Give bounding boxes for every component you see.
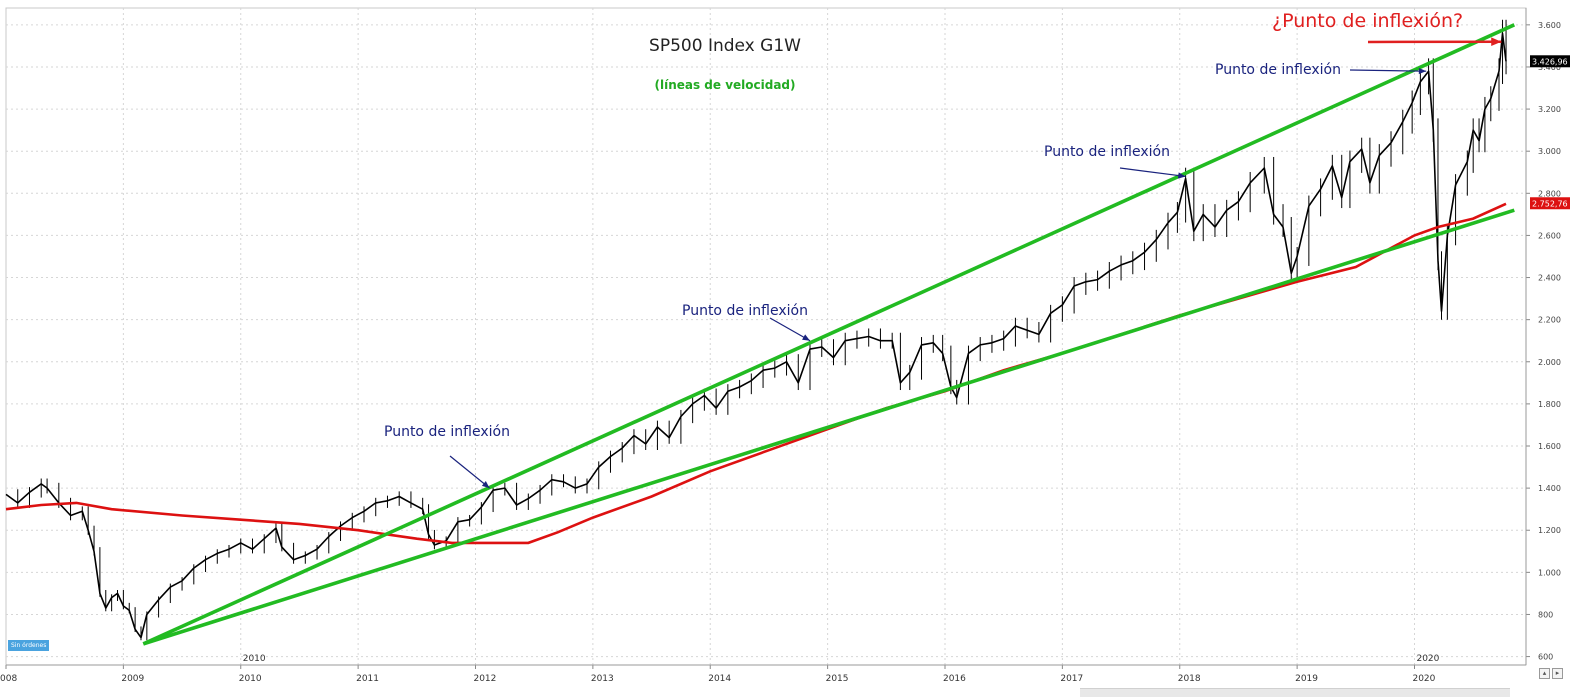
- y-tick-label: 600: [1538, 653, 1553, 662]
- speed-line-lower: [142, 208, 1515, 646]
- annotation-arrow: [769, 317, 811, 342]
- x-tick-label: 2014: [708, 674, 731, 684]
- y-tick-label: 3.600: [1538, 21, 1561, 30]
- annotation-inflexion-2014: Punto de inflexión: [682, 303, 808, 319]
- annotation-arrowhead: [1177, 172, 1186, 179]
- y-tick-label: 2.600: [1538, 231, 1561, 240]
- annotation-inflexion-2012: Punto de inflexión: [384, 424, 510, 440]
- annotation-question-inflexion: ¿Punto de inflexión?: [1272, 10, 1464, 32]
- moving-average-line: [5, 202, 1507, 545]
- y-tick-label: 3.000: [1538, 147, 1561, 156]
- y-tick-label: 800: [1538, 610, 1553, 619]
- scroll-right-icon[interactable]: ▸: [1552, 668, 1563, 679]
- annotation-arrow: [449, 455, 490, 489]
- y-tick-label: 1.600: [1538, 442, 1561, 451]
- annotation-arrowhead: [802, 334, 811, 341]
- x-period-label: 2020: [1416, 654, 1439, 664]
- y-tick-label: 3.200: [1538, 105, 1561, 114]
- orders-badge[interactable]: Sin órdenes: [8, 640, 50, 651]
- annotation-inflexion-2020: Punto de inflexión: [1215, 62, 1341, 78]
- price-tag-label: 2.752,76: [1532, 199, 1568, 208]
- scroll-left-icon[interactable]: ▴: [1539, 668, 1550, 679]
- x-tick-label: 2010: [239, 674, 262, 684]
- price-line: [5, 32, 1507, 639]
- horizontal-scrollbar[interactable]: [1080, 688, 1510, 697]
- chart-title: SP500 Index G1W: [649, 36, 801, 56]
- x-tick-label: 2020: [1412, 674, 1435, 684]
- y-tick-label: 1.800: [1538, 400, 1561, 409]
- x-tick-label: 2012: [473, 674, 496, 684]
- x-tick-label: 2018: [1178, 674, 1201, 684]
- x-tick-label: 2019: [1295, 674, 1318, 684]
- price-tag: [1530, 55, 1570, 68]
- annotation-arrowhead: [481, 481, 490, 489]
- y-tick-label: 2.000: [1538, 358, 1561, 367]
- annotation-arrowhead: [1491, 37, 1502, 46]
- chart-subtitle: (líneas de velocidad): [654, 78, 796, 92]
- x-tick-label: 2016: [943, 674, 966, 684]
- y-tick-label: 1.400: [1538, 484, 1561, 493]
- y-tick-label: 2.400: [1538, 274, 1561, 283]
- y-tick-label: 1.000: [1538, 568, 1561, 577]
- speed-line-upper: [142, 23, 1516, 646]
- x-tick-label: 2017: [1060, 674, 1083, 684]
- y-tick-label: 2.800: [1538, 189, 1561, 198]
- x-tick-label: 008: [0, 674, 17, 684]
- annotation-arrow: [1119, 167, 1186, 178]
- annotation-arrowhead: [1418, 67, 1427, 75]
- x-tick-label: 2013: [591, 674, 614, 684]
- annotation-arrow: [1349, 69, 1427, 72]
- annotation-inflexion-2018: Punto de inflexión: [1044, 144, 1170, 160]
- y-tick-label: 3.400: [1538, 63, 1561, 72]
- price-tag-label: 3.426,96: [1532, 57, 1568, 66]
- x-tick-label: 2015: [826, 674, 849, 684]
- y-tick-label: 2.200: [1538, 316, 1561, 325]
- x-tick-label: 2009: [121, 674, 144, 684]
- price-tag: [1530, 197, 1570, 210]
- y-tick-label: 1.200: [1538, 526, 1561, 535]
- x-period-label: 2010: [243, 654, 266, 664]
- x-tick-label: 2011: [356, 674, 379, 684]
- plot-area: [5, 7, 1527, 666]
